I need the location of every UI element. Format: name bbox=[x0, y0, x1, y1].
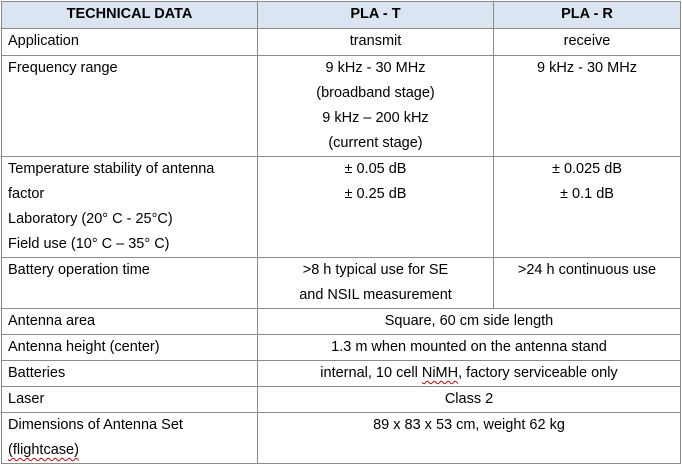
cell-antenna-height: 1.3 m when mounted on the antenna stand bbox=[257, 334, 681, 361]
cell-line: (flightcase) bbox=[8, 438, 251, 463]
table-row: Temperature stability of antenna factor … bbox=[1, 156, 681, 258]
cell-line: ± 0.025 dB bbox=[551, 161, 623, 177]
cell-line: and NSIL measurement bbox=[299, 287, 452, 303]
cell-line: 9 kHz – 200 kHz bbox=[322, 110, 429, 126]
cell-frequency-t: 9 kHz - 30 MHz (broadband stage) 9 kHz –… bbox=[257, 55, 494, 157]
table-row: Application transmit receive bbox=[1, 28, 681, 56]
header-pla-t: PLA - T bbox=[257, 1, 494, 29]
table-row: Dimensions of Antenna Set (flightcase) 8… bbox=[1, 412, 681, 464]
row-label-battery-time: Battery operation time bbox=[1, 257, 258, 309]
cell-line: ± 0.1 dB bbox=[560, 186, 614, 202]
table-row: Batteries internal, 10 cell NiMH, factor… bbox=[1, 360, 681, 387]
cell-line: Laboratory (20° C - 25°C) bbox=[8, 211, 173, 227]
cell-battery-time-t: >8 h typical use for SE and NSIL measure… bbox=[257, 257, 494, 309]
table-row: Antenna area Square, 60 cm side length bbox=[1, 308, 681, 335]
cell-temperature-t: ± 0.05 dB ± 0.25 dB bbox=[257, 156, 494, 258]
row-label-temperature: Temperature stability of antenna factor … bbox=[1, 156, 258, 258]
header-technical-data: TECHNICAL DATA bbox=[1, 1, 258, 29]
cell-batteries: internal, 10 cell NiMH, factory servicea… bbox=[257, 360, 681, 387]
spellcheck-word: NiMH bbox=[421, 365, 459, 381]
cell-line: factor bbox=[8, 186, 45, 202]
table-row: Laser Class 2 bbox=[1, 386, 681, 413]
table-row: Battery operation time >8 h typical use … bbox=[1, 257, 681, 309]
cell-line: ± 0.05 dB bbox=[344, 161, 407, 177]
row-label-laser: Laser bbox=[1, 386, 258, 413]
cell-application-t: transmit bbox=[257, 28, 494, 56]
cell-line: (broadband stage) bbox=[316, 85, 435, 101]
cell-line: ± 0.25 dB bbox=[344, 186, 407, 202]
cell-antenna-area: Square, 60 cm side length bbox=[257, 308, 681, 335]
cell-line: Temperature stability of antenna bbox=[8, 161, 215, 177]
row-label-antenna-area: Antenna area bbox=[1, 308, 258, 335]
row-label-batteries: Batteries bbox=[1, 360, 258, 387]
cell-line: Dimensions of Antenna Set bbox=[8, 417, 183, 433]
cell-line: Field use (10° C – 35° C) bbox=[8, 236, 170, 252]
table-row: Frequency range 9 kHz - 30 MHz (broadban… bbox=[1, 55, 681, 157]
row-label-frequency: Frequency range bbox=[1, 55, 258, 157]
table-row: Antenna height (center) 1.3 m when mount… bbox=[1, 334, 681, 361]
batteries-text-post: , factory serviceable only bbox=[458, 365, 618, 381]
cell-dimensions: 89 x 83 x 53 cm, weight 62 kg bbox=[257, 412, 681, 464]
cell-line: 9 kHz - 30 MHz bbox=[325, 60, 426, 76]
cell-temperature-r: ± 0.025 dB ± 0.1 dB bbox=[493, 156, 681, 258]
row-label-antenna-height: Antenna height (center) bbox=[1, 334, 258, 361]
cell-frequency-r: 9 kHz - 30 MHz bbox=[493, 55, 681, 157]
technical-data-table: TECHNICAL DATA PLA - T PLA - R Applicati… bbox=[1, 1, 681, 464]
row-label-dimensions: Dimensions of Antenna Set (flightcase) bbox=[1, 412, 258, 464]
header-pla-r: PLA - R bbox=[493, 1, 681, 29]
cell-laser: Class 2 bbox=[257, 386, 681, 413]
row-label-application: Application bbox=[1, 28, 258, 56]
cell-application-r: receive bbox=[493, 28, 681, 56]
cell-battery-time-r: >24 h continuous use bbox=[493, 257, 681, 309]
header-row: TECHNICAL DATA PLA - T PLA - R bbox=[1, 1, 681, 29]
batteries-text-pre: internal, 10 cell bbox=[320, 365, 422, 381]
cell-line: >8 h typical use for SE bbox=[302, 262, 449, 278]
cell-line: (current stage) bbox=[328, 135, 423, 151]
spellcheck-word: (flightcase) bbox=[8, 442, 79, 458]
